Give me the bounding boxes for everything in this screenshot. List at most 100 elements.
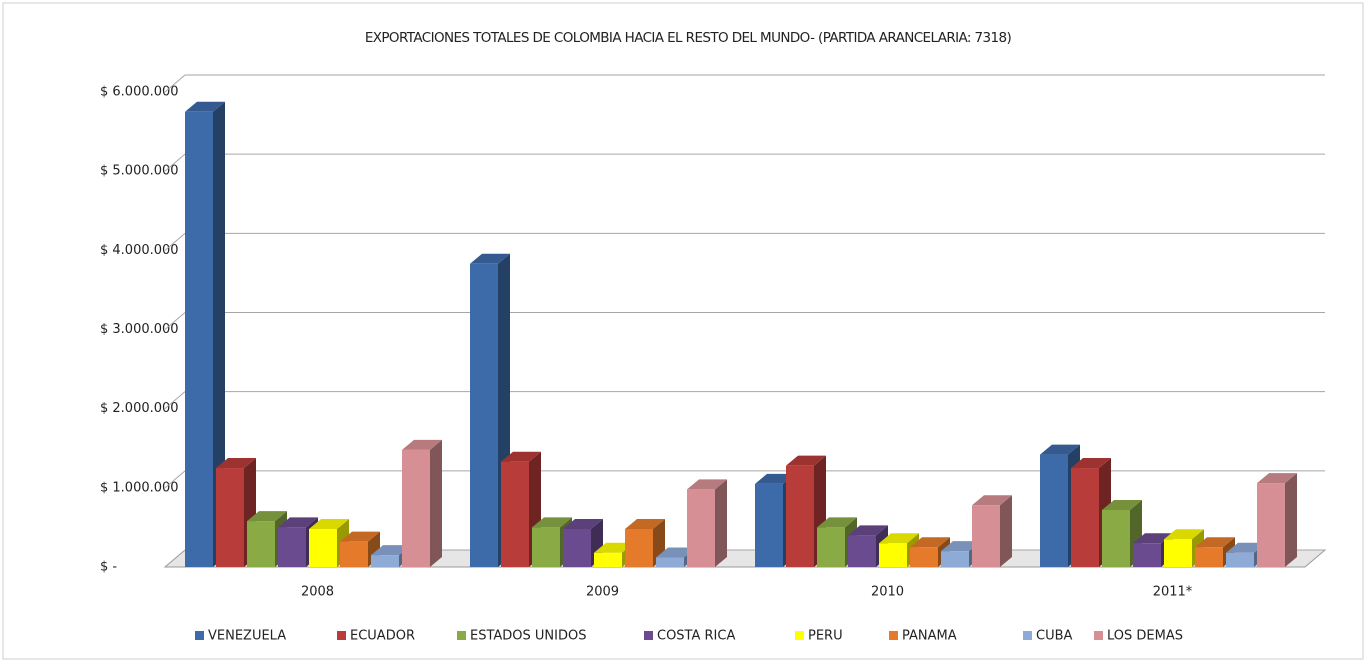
bar	[1071, 468, 1099, 567]
bar	[786, 465, 814, 567]
y-tick-label: $ -	[100, 560, 117, 575]
bar	[1164, 539, 1192, 567]
bar-top	[972, 495, 1012, 506]
bar	[1226, 552, 1254, 567]
bar-top	[371, 545, 411, 556]
legend-swatch	[1023, 631, 1032, 640]
bar-side	[715, 479, 727, 567]
bar-top	[879, 533, 919, 544]
bar-top	[1133, 533, 1173, 544]
bar	[972, 505, 1000, 567]
bar	[216, 468, 244, 567]
bar-top	[1195, 537, 1235, 548]
wall-line	[164, 391, 186, 410]
bar-side	[430, 439, 442, 567]
bar-top	[309, 519, 349, 529]
legend-swatch	[195, 631, 204, 640]
bar-top	[532, 517, 572, 528]
bar-top	[1071, 458, 1111, 469]
wall-line	[164, 470, 186, 489]
bar	[848, 535, 876, 567]
x-tick-label: 2011*	[1153, 585, 1193, 600]
bar-top	[278, 517, 318, 528]
bar	[185, 111, 213, 568]
bar	[532, 527, 560, 567]
wall-line	[164, 549, 186, 568]
bar-top	[402, 439, 442, 450]
bar	[278, 527, 306, 567]
bar	[1195, 547, 1223, 567]
wall-line	[164, 312, 186, 330]
bar-top	[1257, 473, 1297, 484]
bar-top	[1040, 444, 1080, 455]
legend-swatch	[644, 631, 653, 640]
bar-top	[755, 473, 795, 484]
bar	[594, 552, 622, 567]
bar-top	[1226, 542, 1266, 553]
bar-top	[216, 458, 256, 469]
bar-side	[1000, 495, 1012, 567]
bar-side	[1285, 473, 1297, 567]
y-tick-label: $ 1.000.000	[100, 480, 179, 495]
bar-top	[470, 253, 510, 264]
legend-label: PANAMA	[902, 629, 957, 644]
legend-swatch	[1094, 631, 1103, 640]
bar	[1102, 510, 1130, 567]
x-tick-label: 2008	[301, 585, 334, 600]
bar	[755, 483, 783, 567]
bar-top	[941, 541, 981, 552]
legend-label: LOS DEMAS	[1107, 629, 1183, 644]
x-tick-label: 2009	[586, 585, 619, 600]
legend-label: CUBA	[1036, 629, 1073, 644]
bar-top	[247, 511, 287, 522]
bar-side	[213, 101, 225, 568]
legend-label: ESTADOS UNIDOS	[470, 629, 587, 644]
bar	[402, 449, 430, 567]
legend-swatch	[889, 631, 898, 640]
wall-line	[164, 153, 186, 172]
bar-top	[786, 455, 826, 466]
bar	[910, 547, 938, 567]
bar	[371, 555, 399, 567]
bar-top	[817, 517, 857, 528]
bar	[1257, 483, 1285, 567]
bar	[817, 527, 845, 567]
wall-line	[164, 74, 186, 93]
bar-top	[563, 519, 603, 529]
legend-swatch	[457, 631, 466, 640]
legend-label: VENEZUELA	[208, 629, 286, 644]
bar	[501, 461, 529, 567]
bar-top	[656, 547, 696, 558]
y-tick-label: $ 4.000.000	[100, 243, 179, 258]
bar	[656, 557, 684, 567]
bar-top	[594, 542, 634, 553]
y-tick-label: $ 6.000.000	[100, 85, 179, 100]
bar	[1040, 454, 1068, 567]
legend-swatch	[795, 631, 804, 640]
bar	[340, 541, 368, 567]
bar-top	[687, 479, 727, 490]
legend-label: PERU	[808, 629, 843, 644]
wall-line	[164, 232, 186, 251]
legend-swatch	[337, 631, 346, 640]
bar-top	[1102, 500, 1142, 510]
bar	[687, 489, 715, 567]
bar	[625, 529, 653, 567]
bar-top	[910, 537, 950, 548]
bar	[309, 529, 337, 567]
bar	[879, 543, 907, 567]
chart-title: EXPORTACIONES TOTALES DE COLOMBIA HACIA …	[365, 30, 1012, 46]
bar	[941, 551, 969, 567]
legend-label: COSTA RICA	[657, 629, 735, 644]
bar	[470, 263, 498, 567]
y-tick-label: $ 5.000.000	[100, 164, 179, 179]
legend-label: ECUADOR	[350, 629, 415, 644]
bar-top	[848, 525, 888, 536]
bar-top	[340, 531, 380, 542]
bar-top	[625, 519, 665, 529]
y-tick-label: $ 3.000.000	[100, 322, 179, 337]
bar	[563, 529, 591, 567]
bar	[247, 521, 275, 567]
